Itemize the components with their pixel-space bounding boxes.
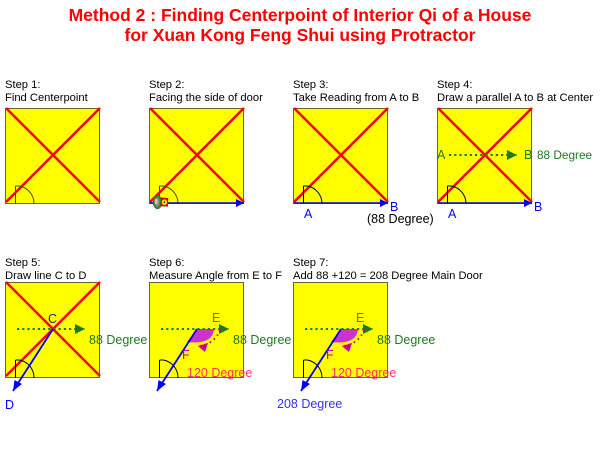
svg-text:A: A [304,207,313,221]
svg-text:120 Degree: 120 Degree [187,366,252,380]
svg-text:F: F [326,348,334,362]
svg-text:88 Degree: 88 Degree [377,333,435,347]
svg-text:88 Degree: 88 Degree [537,148,593,162]
svg-text:A: A [437,148,446,162]
svg-text:F: F [182,348,190,362]
svg-text:88 Degree: 88 Degree [89,333,147,347]
svg-text:E: E [356,311,364,325]
svg-text:A: A [448,207,457,221]
svg-text:B: B [534,200,542,214]
svg-text:88 Degree: 88 Degree [233,333,291,347]
svg-text:B: B [524,148,532,162]
svg-text:120 Degree: 120 Degree [331,366,396,380]
svg-text:E: E [212,311,220,325]
svg-text:D: D [5,398,14,412]
svg-text:C: C [48,312,57,326]
